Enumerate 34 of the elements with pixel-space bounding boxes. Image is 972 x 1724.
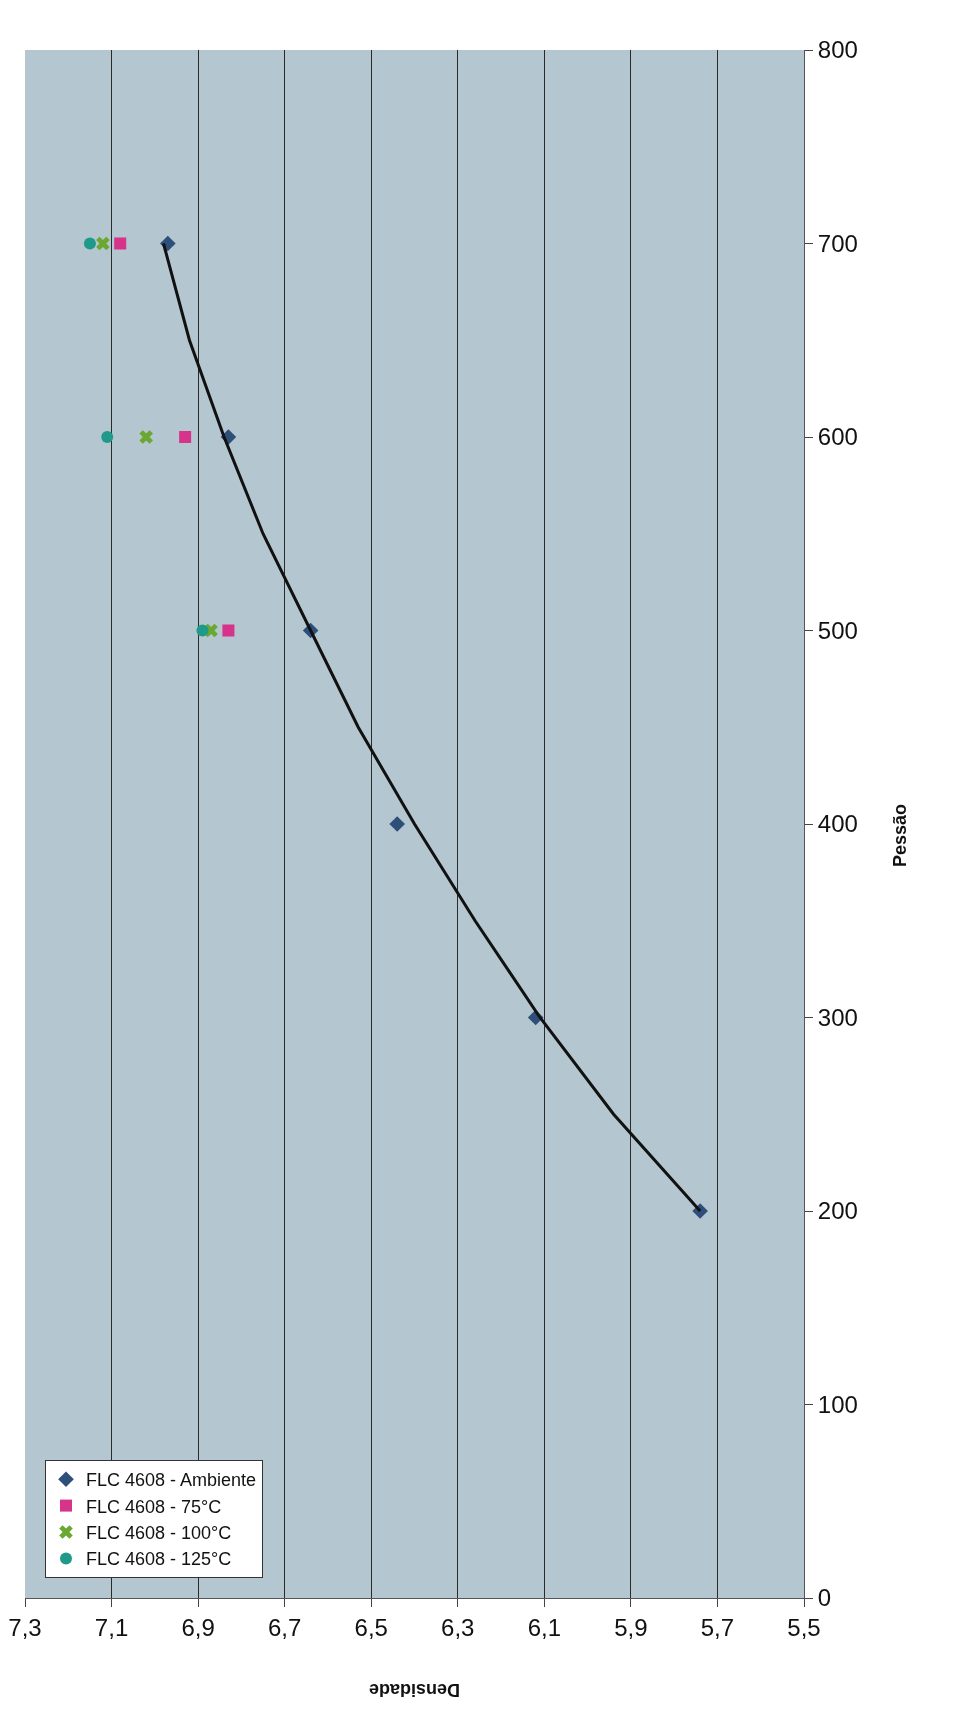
point: [101, 431, 114, 443]
point: [179, 431, 192, 443]
y-tick-label: 500: [817, 616, 858, 644]
x-tick-label: 5,9: [614, 1613, 648, 1641]
point: [196, 624, 209, 637]
y-tick-label: 200: [817, 1197, 858, 1225]
y-tick-label: 400: [817, 810, 858, 838]
x-tick-label: 5,7: [700, 1613, 735, 1641]
x-tick-label: 6,9: [181, 1613, 215, 1641]
y-tick-label: 0: [817, 1584, 832, 1612]
x-tick-label: 6,5: [354, 1613, 388, 1641]
y-tick-label: 700: [817, 229, 858, 257]
x-tick-label: 5,5: [787, 1613, 821, 1641]
legend-label: FLC 4608 - Ambiente: [86, 1470, 257, 1491]
x-tick-label: 6,7: [267, 1613, 302, 1641]
point: [96, 236, 110, 251]
y-tick-label: 600: [817, 423, 858, 451]
point: [139, 430, 153, 444]
y-tick-label: 100: [817, 1390, 858, 1418]
y-axis-title: Pessão: [890, 803, 910, 867]
y-tick-label: 800: [817, 36, 858, 64]
point: [83, 237, 96, 250]
x-tick-label: 7,1: [94, 1613, 129, 1641]
point: [222, 624, 235, 637]
point: [114, 237, 127, 250]
legend-label: FLC 4608 - 100°C: [86, 1523, 232, 1544]
legend-label: FLC 4608 - 75°C: [86, 1496, 222, 1517]
x-tick-label: 6,3: [441, 1613, 475, 1641]
point: [389, 816, 405, 832]
x-axis-title: Densidade: [368, 1680, 460, 1700]
y-tick-label: 300: [817, 1003, 858, 1031]
legend-label: FLC 4608 - 125°C: [86, 1549, 232, 1570]
x-tick-label: 7,3: [8, 1613, 42, 1641]
x-tick-label: 6,1: [527, 1613, 562, 1641]
